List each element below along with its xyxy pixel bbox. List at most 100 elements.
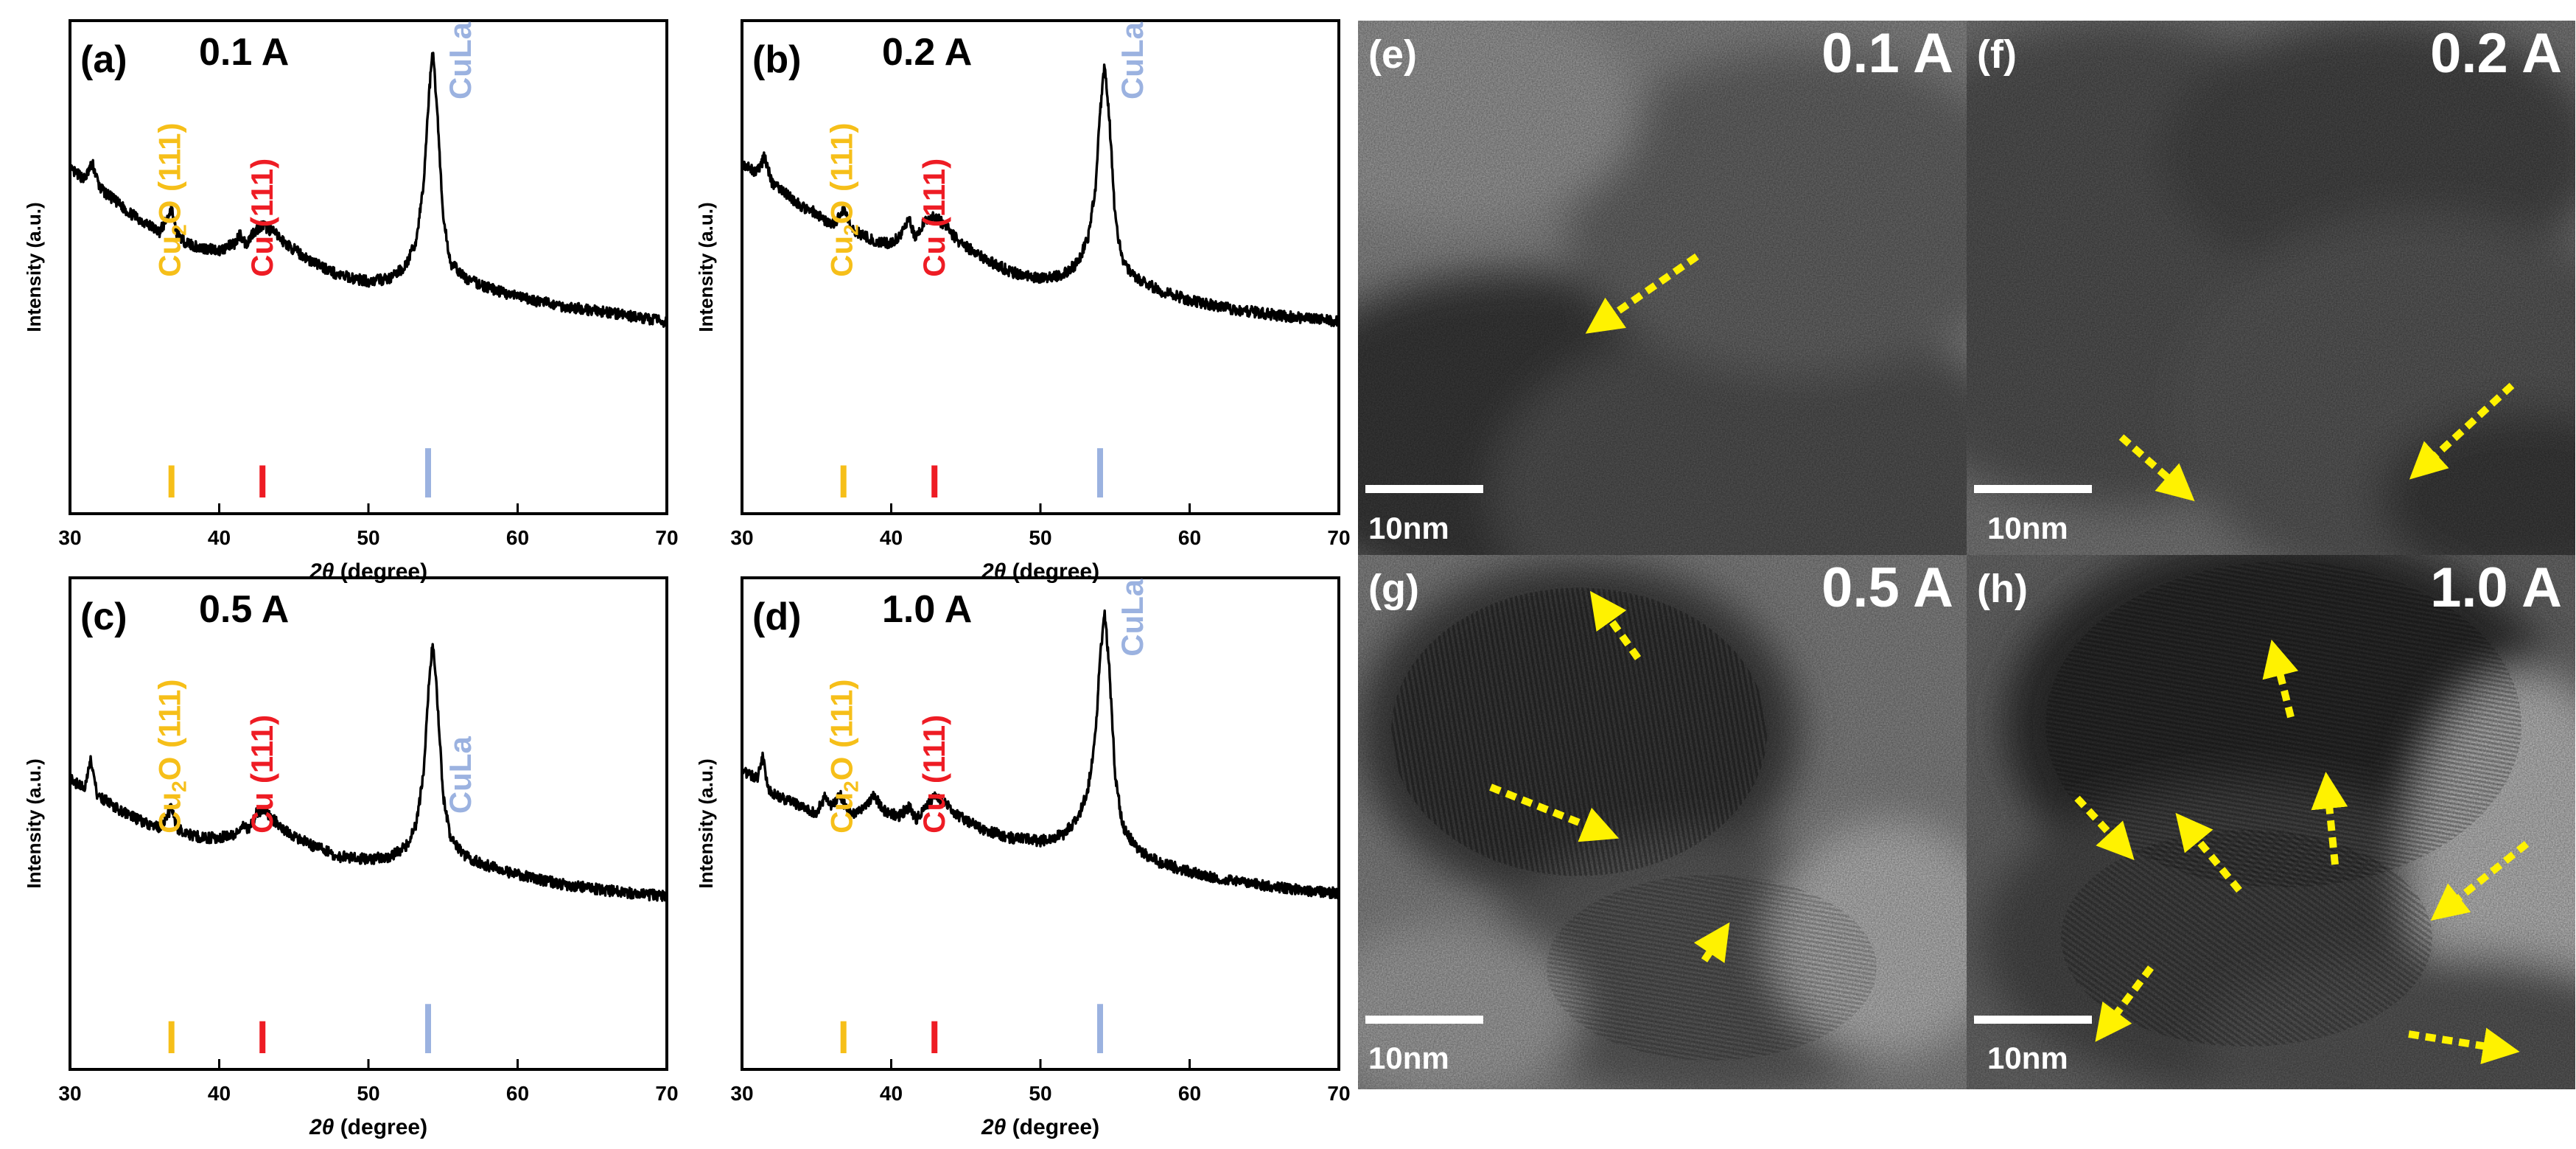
feature-arrow bbox=[1585, 253, 1699, 334]
x-axis-label: 2θ (degree) bbox=[309, 559, 427, 584]
x-tick-label: 50 bbox=[1029, 526, 1051, 549]
cu2o-text-part: O bbox=[825, 757, 859, 781]
panel-label: (a) bbox=[80, 38, 127, 81]
grain-overlay bbox=[1967, 21, 2575, 555]
current-label: 0.2 A bbox=[2430, 22, 2562, 85]
cu-text-part: Cu bbox=[245, 792, 279, 834]
grain-overlay bbox=[1358, 555, 1967, 1089]
cu-text-part: (111) bbox=[917, 715, 951, 792]
x-tick-label: 60 bbox=[506, 1082, 529, 1105]
cu2o-text-part: Cu bbox=[825, 792, 859, 834]
tem-panel-f: (f) 0.2 A 10nm bbox=[1967, 21, 2575, 555]
grain-overlay bbox=[1358, 21, 1967, 555]
panel-title: 0.2 A bbox=[882, 31, 972, 74]
x-tick-label: 50 bbox=[1029, 1082, 1051, 1105]
feature-arrow bbox=[1693, 922, 1730, 963]
feature-arrow bbox=[2118, 434, 2195, 502]
x-axis-label: 2θ (degree) bbox=[309, 1115, 427, 1139]
y-axis-label: Intensity (a.u.) bbox=[695, 202, 717, 332]
data-series-line bbox=[741, 63, 1340, 327]
cu-annotation: Cu (111) bbox=[245, 715, 279, 834]
scale-bar bbox=[1974, 1016, 2092, 1024]
scale-bar-label: 10nm bbox=[1987, 511, 2068, 545]
scale-bar-label: 10nm bbox=[1368, 1041, 1449, 1075]
x-axis-unit: (degree) bbox=[1006, 1115, 1099, 1139]
x-tick-label: 70 bbox=[655, 526, 678, 549]
xrd-panels: 30 40 50 60 70 2θ (degree) Intensity (a.u.) (a)… bbox=[23, 19, 1351, 1139]
panel-label: (g) bbox=[1368, 567, 1419, 611]
cula-annotation: CuLa bbox=[443, 21, 477, 99]
scale-bar-label: 10nm bbox=[1987, 1041, 2068, 1075]
xrd-chart-b: 30 40 50 60 70 2θ (degree) Intensity (a.u.) (b)… bbox=[695, 19, 1351, 584]
cu2o-text-part: O bbox=[153, 200, 187, 225]
current-label: 0.1 A bbox=[1821, 22, 1953, 85]
cu2o-text-part: (111) bbox=[153, 679, 187, 756]
cula-annotation: CuLa bbox=[443, 736, 477, 814]
tem-panels: (e) 0.1 A 10nm (f) 0.2 A 10nm (g) 0.5 A 10nm (h) 1… bbox=[1358, 21, 2576, 1089]
cu-text-part: (111) bbox=[245, 158, 279, 236]
x-tick-label: 50 bbox=[357, 526, 379, 549]
x-tick-label: 30 bbox=[58, 526, 81, 549]
feature-arrow bbox=[2074, 795, 2135, 861]
x-axis-label: 2θ (degree) bbox=[981, 559, 1099, 584]
feature-arrow bbox=[2408, 1027, 2520, 1064]
micrograph-image bbox=[1967, 21, 2575, 555]
xrd-chart-c: 30 40 50 60 70 2θ (degree) Intensity (a.u.) (c)… bbox=[23, 576, 679, 1139]
feature-arrow bbox=[2262, 639, 2299, 719]
panel-title: 0.1 A bbox=[199, 31, 289, 74]
panel-label: (b) bbox=[752, 38, 801, 81]
y-axis-label: Intensity (a.u.) bbox=[695, 758, 717, 888]
xrd-chart-a: 30 40 50 60 70 2θ (degree) Intensity (a.u.) (a)… bbox=[23, 19, 679, 584]
cu-text-part: (111) bbox=[245, 715, 279, 792]
panel-label: (e) bbox=[1368, 32, 1417, 77]
tem-panel-h: (h) 1.0 A 10nm bbox=[1967, 555, 2575, 1089]
feature-arrow bbox=[1589, 590, 1642, 660]
cu-annotation: Cu (111) bbox=[917, 715, 951, 834]
panel-label: (f) bbox=[1977, 32, 2017, 77]
current-label: 0.5 A bbox=[1821, 556, 1953, 619]
cu-text-part: Cu bbox=[917, 236, 951, 277]
x-tick-label: 50 bbox=[357, 1082, 379, 1105]
x-axis-unit: (degree) bbox=[1006, 559, 1099, 584]
data-series-line bbox=[69, 52, 668, 328]
x-tick-label: 40 bbox=[880, 1082, 903, 1105]
x-axis-symbol: 2θ bbox=[981, 1115, 1007, 1139]
cu2o-annotation: Cu2O (111) bbox=[153, 123, 191, 277]
x-axis-label: 2θ (degree) bbox=[981, 1115, 1099, 1139]
cu2o-text-part: Cu bbox=[825, 236, 859, 277]
tem-panel-e: (e) 0.1 A 10nm bbox=[1358, 21, 1967, 555]
feature-arrow bbox=[2430, 841, 2530, 921]
x-axis-symbol: 2θ bbox=[309, 1115, 335, 1139]
cu2o-text-part: O bbox=[825, 200, 859, 225]
cula-annotation: CuLa bbox=[1115, 21, 1149, 99]
cu2o-annotation: Cu2O (111) bbox=[825, 123, 863, 277]
y-axis-label: Intensity (a.u.) bbox=[23, 202, 45, 332]
y-axis-label: Intensity (a.u.) bbox=[23, 758, 45, 888]
cu-annotation: Cu (111) bbox=[917, 158, 951, 277]
scale-bar bbox=[1365, 1016, 1483, 1024]
tem-panel-g: (g) 0.5 A 10nm bbox=[1358, 555, 1967, 1089]
feature-arrow bbox=[2409, 383, 2515, 480]
feature-arrow bbox=[1489, 783, 1620, 842]
x-tick-label: 30 bbox=[730, 1082, 753, 1105]
cu2o-text-part: 2 bbox=[840, 224, 863, 236]
cu2o-text-part: 2 bbox=[168, 224, 191, 236]
scale-bar-label: 10nm bbox=[1368, 511, 1449, 545]
xrd-chart-d: 30 40 50 60 70 2θ (degree) Intensity (a.u.) (d)… bbox=[695, 576, 1351, 1139]
feature-arrow bbox=[2175, 812, 2242, 893]
cu2o-text-part: (111) bbox=[825, 123, 859, 200]
x-tick-label: 70 bbox=[1327, 1082, 1350, 1105]
cu2o-annotation: Cu2O (111) bbox=[825, 679, 863, 833]
scale-bar bbox=[1974, 485, 2092, 493]
cu2o-text-part: 2 bbox=[840, 780, 863, 792]
panel-title: 1.0 A bbox=[882, 588, 972, 631]
x-tick-label: 70 bbox=[655, 1082, 678, 1105]
panel-title: 0.5 A bbox=[199, 588, 289, 631]
feature-arrow bbox=[2311, 772, 2348, 865]
panel-label: (c) bbox=[80, 596, 127, 638]
cu2o-text-part: 2 bbox=[168, 780, 191, 792]
cu2o-text-part: Cu bbox=[153, 792, 187, 834]
x-axis-unit: (degree) bbox=[334, 1115, 427, 1139]
cu-text-part: Cu bbox=[917, 792, 951, 834]
data-series-line bbox=[741, 609, 1340, 900]
